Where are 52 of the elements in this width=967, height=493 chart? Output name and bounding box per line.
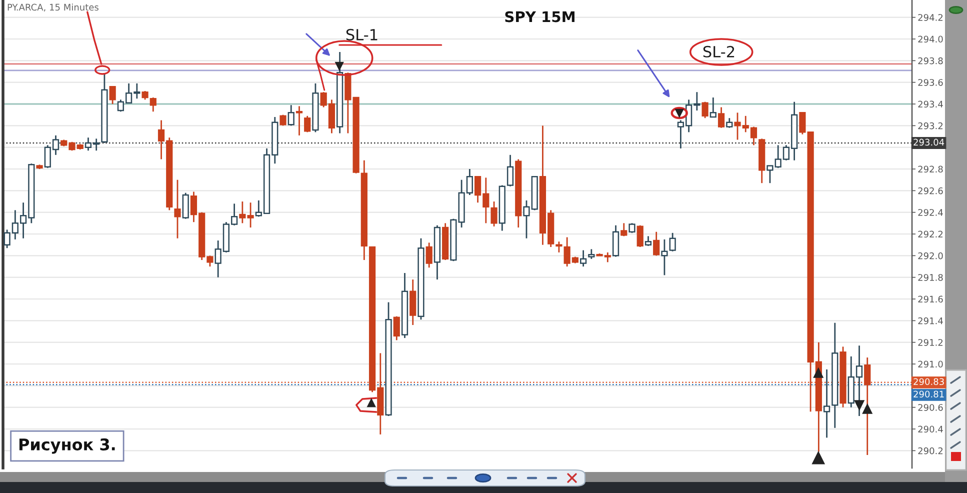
candlestick (304, 115, 311, 133)
y-tick-label: 292.8 (918, 166, 943, 173)
y-tick-label: 293.4 (918, 100, 943, 108)
y-tick-label: 293.2 (918, 122, 942, 130)
candlestick (612, 224, 620, 258)
candlestick (864, 356, 871, 456)
candlestick (150, 96, 156, 112)
candlestick (174, 179, 181, 240)
candlestick (296, 105, 303, 136)
candlestick (280, 114, 286, 126)
y-tick-label: 292.2 (918, 230, 942, 238)
ref-line-label: 290.83 (914, 378, 944, 386)
y-tick-label: 292.0 (918, 252, 943, 260)
ref-line-label: 293.04 (914, 138, 944, 146)
annotation: Рисунок 3. (19, 438, 115, 454)
annotation: PY.ARCA, 15 Minutes (8, 4, 98, 12)
candlestick (628, 222, 636, 234)
candlestick (426, 242, 432, 268)
candlestick (182, 192, 189, 220)
candlestick (109, 86, 116, 105)
y-tick-label: 290.2 (918, 447, 942, 454)
y-tick-label: 290.4 (918, 426, 943, 433)
candlestick (644, 235, 652, 247)
candlestick (718, 106, 725, 129)
y-tick-label: 294.0 (918, 36, 943, 43)
candlestick (410, 278, 416, 326)
candlestick (490, 200, 498, 228)
annotation: SL-1 (346, 28, 378, 40)
ref-line-label: 290.81 (914, 390, 944, 398)
candlestick (636, 224, 644, 248)
y-tick-label: 293.8 (918, 57, 943, 64)
candlestick (702, 101, 708, 119)
y-tick-label: 293.6 (918, 79, 943, 86)
y-tick-label: 292.6 (918, 187, 943, 194)
candlestick (726, 117, 733, 129)
y-tick-label: 294.2 (918, 14, 942, 21)
y-tick-label: 291.0 (918, 360, 943, 368)
candlestick (580, 250, 587, 268)
y-tick-label: 291.6 (918, 296, 943, 303)
candlestick (588, 248, 595, 260)
candlestick (653, 231, 660, 256)
candlestick (710, 96, 716, 118)
y-tick-label: 291.8 (918, 274, 943, 281)
candlestick (288, 104, 294, 126)
y-tick-label: 291.2 (918, 339, 942, 346)
y-tick-label: 290.6 (918, 404, 943, 411)
y-tick-label: 291.4 (918, 317, 943, 324)
candlestick (393, 316, 400, 341)
text: SPY 15M (505, 11, 574, 22)
annotation: SL-2 (703, 46, 734, 58)
candlestick (620, 222, 628, 237)
y-tick-label: 292.4 (918, 209, 943, 216)
